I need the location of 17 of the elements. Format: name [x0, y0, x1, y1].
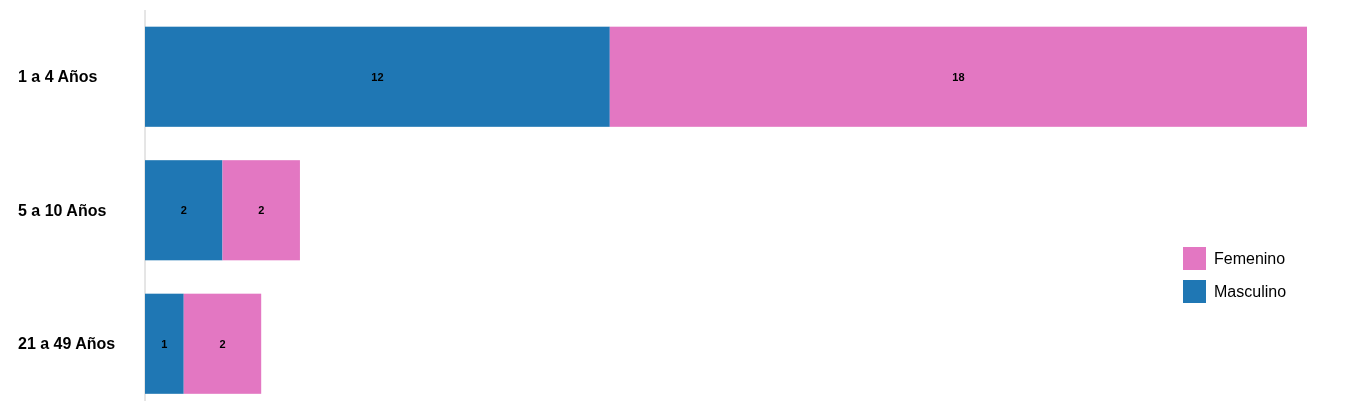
- bar: [145, 293, 184, 394]
- bar: [145, 160, 223, 261]
- bar: [145, 26, 610, 127]
- bar: [183, 293, 262, 394]
- bar: [222, 160, 300, 261]
- y-tick-label: 1 a 4 Años: [18, 68, 98, 86]
- legend-label: Femenino: [1214, 250, 1286, 268]
- data-label: 1: [161, 337, 168, 350]
- y-tick-label: 21 a 49 Años: [18, 335, 116, 353]
- data-label: 12: [371, 70, 384, 83]
- data-label: 2: [180, 204, 187, 217]
- data-label: 2: [219, 337, 226, 350]
- bar: [609, 26, 1307, 127]
- data-label: 18: [952, 70, 965, 83]
- legend-label: Masculino: [1214, 283, 1287, 301]
- y-tick-label: 5 a 10 Años: [18, 201, 107, 219]
- data-label: 2: [258, 204, 265, 217]
